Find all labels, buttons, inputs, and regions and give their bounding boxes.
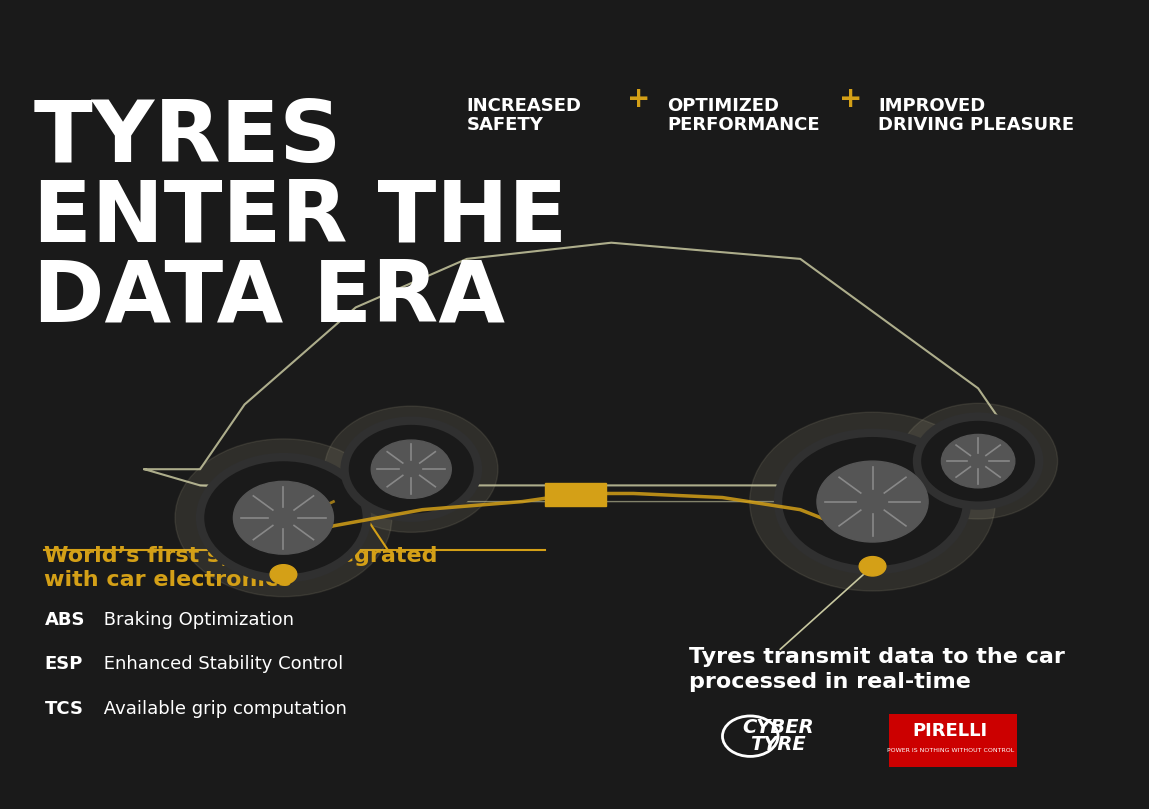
Text: TYRES
ENTER THE
DATA ERA: TYRES ENTER THE DATA ERA <box>33 97 568 340</box>
Circle shape <box>749 413 995 591</box>
FancyBboxPatch shape <box>889 714 1017 767</box>
Circle shape <box>817 461 928 542</box>
Text: TCS: TCS <box>45 700 84 718</box>
Text: CYBER
TYRE: CYBER TYRE <box>742 718 813 755</box>
Circle shape <box>899 404 1057 519</box>
Circle shape <box>270 565 296 584</box>
Circle shape <box>200 457 367 578</box>
Circle shape <box>233 481 333 554</box>
Text: IMPROVED
DRIVING PLEASURE: IMPROVED DRIVING PLEASURE <box>878 97 1074 134</box>
Circle shape <box>345 421 478 518</box>
Text: Braking Optimization: Braking Optimization <box>98 611 294 629</box>
Text: +: + <box>839 85 862 113</box>
Text: ESP: ESP <box>45 655 83 673</box>
Text: Available grip computation: Available grip computation <box>98 700 347 718</box>
Circle shape <box>859 557 886 576</box>
Text: +: + <box>627 85 650 113</box>
Circle shape <box>324 406 498 532</box>
Text: PIRELLI: PIRELLI <box>912 722 988 740</box>
Text: POWER IS NOTHING WITHOUT CONTROL: POWER IS NOTHING WITHOUT CONTROL <box>887 748 1013 753</box>
Circle shape <box>175 438 392 597</box>
Text: Tyres transmit data to the car
processed in real-time: Tyres transmit data to the car processed… <box>689 647 1065 692</box>
Circle shape <box>778 433 967 570</box>
Circle shape <box>917 417 1039 506</box>
Circle shape <box>371 440 452 498</box>
Text: World’s first system integrated
with car electronics: World’s first system integrated with car… <box>45 546 438 590</box>
Text: ABS: ABS <box>45 611 85 629</box>
Text: Enhanced Stability Control: Enhanced Stability Control <box>98 655 344 673</box>
Circle shape <box>941 434 1015 488</box>
Text: OPTIMIZED
PERFORMANCE: OPTIMIZED PERFORMANCE <box>666 97 819 134</box>
Bar <box>545 483 606 506</box>
Text: INCREASED
SAFETY: INCREASED SAFETY <box>466 97 581 134</box>
